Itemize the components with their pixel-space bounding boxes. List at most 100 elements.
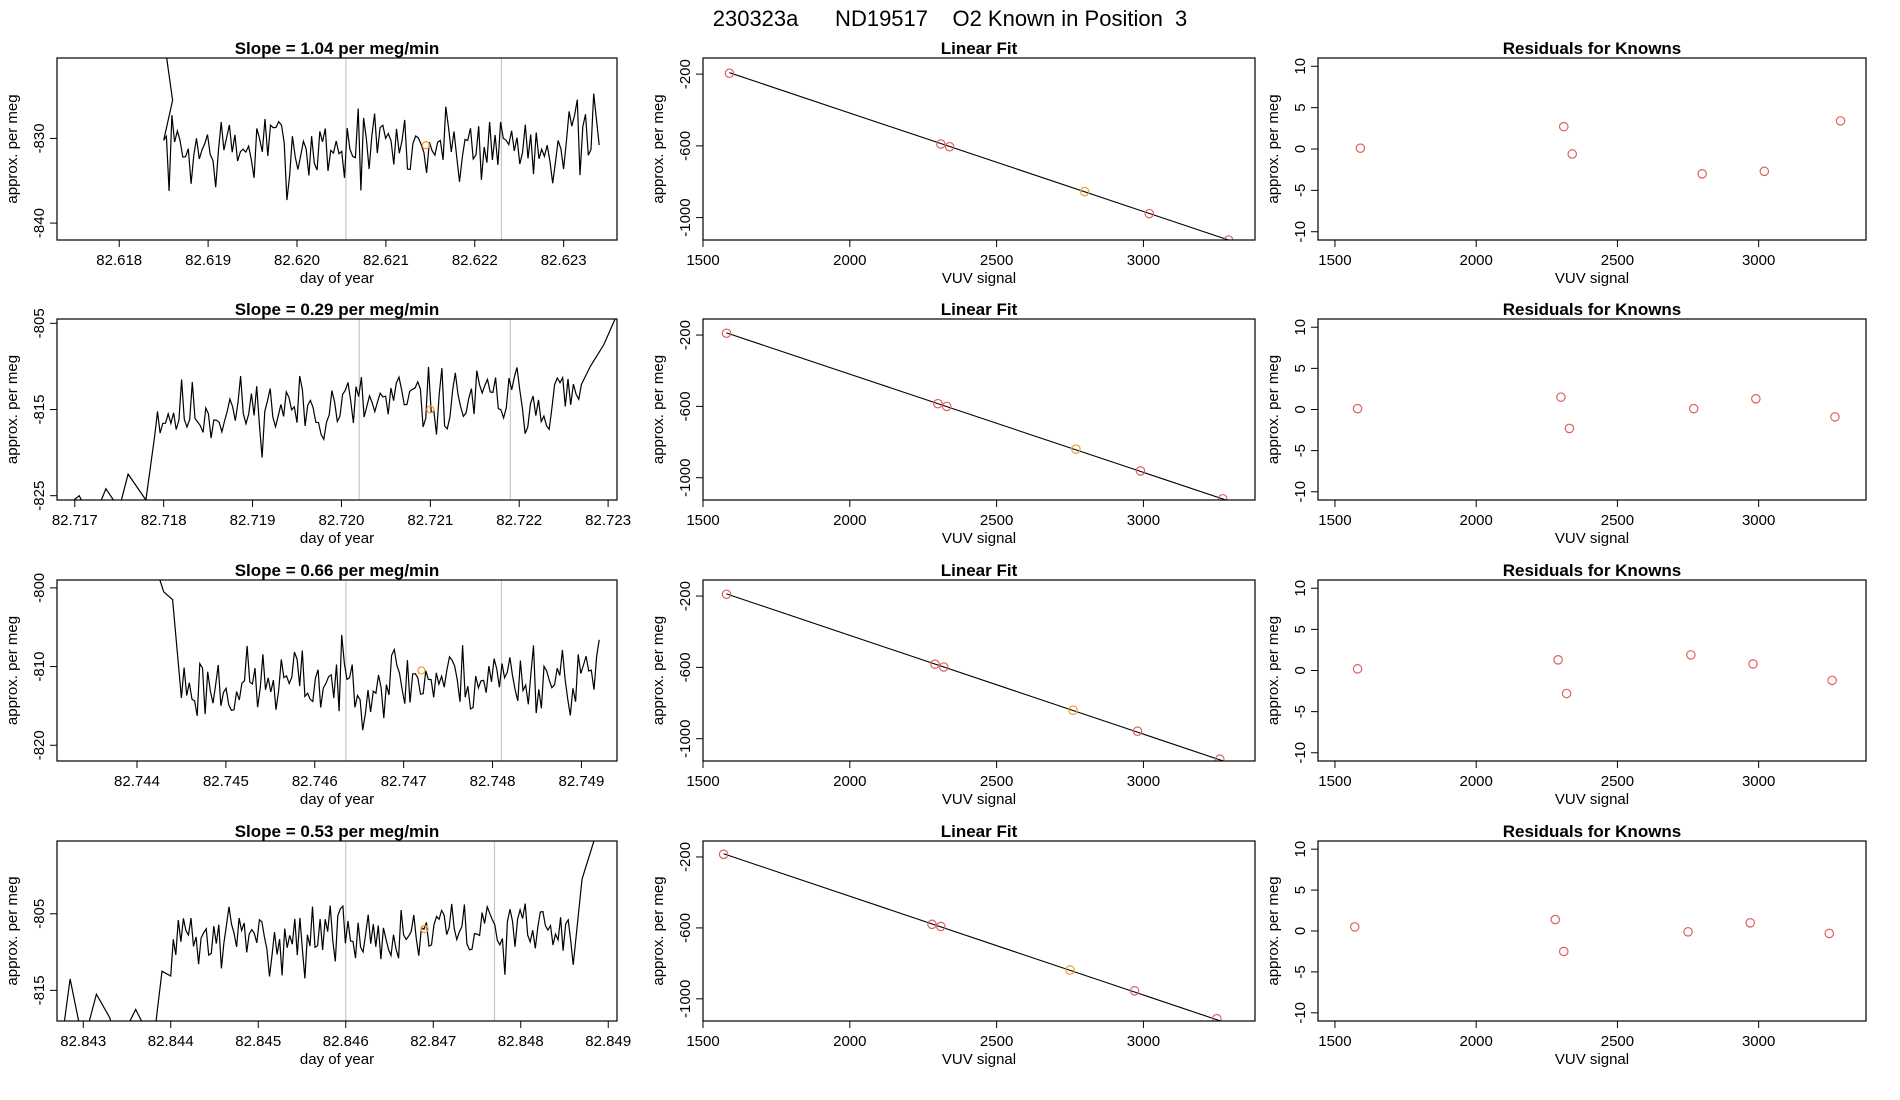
panel-title: Linear Fit: [941, 39, 1018, 58]
y-tick-label: -600: [677, 652, 694, 682]
x-tick-label: 82.619: [185, 252, 231, 269]
data-point: [724, 68, 735, 79]
y-tick-label: -600: [677, 391, 694, 421]
data-point: [1683, 927, 1693, 937]
y-tick-label: -600: [677, 913, 694, 943]
y-tick-label: -200: [677, 842, 694, 872]
x-tick-label: 82.844: [148, 1033, 194, 1050]
x-axis-label: VUV signal: [942, 1051, 1016, 1068]
y-tick-label: 10: [1292, 580, 1309, 597]
plot-frame: [1317, 57, 1867, 241]
y-axis-label: approx. per meg: [1265, 355, 1282, 464]
y-tick-label: -810: [31, 652, 48, 682]
plot-frame: [702, 579, 1256, 762]
chart-panel-r3-c0: Slope = 0.53 per meg/min 82.843 82.844 82.8…: [4, 822, 631, 1068]
x-tick-label: 82.749: [558, 773, 604, 790]
x-axis-label: VUV signal: [1555, 530, 1629, 547]
data-point: [1355, 143, 1366, 153]
x-axis-label: VUV signal: [1555, 791, 1629, 808]
plot-frame: [702, 840, 1256, 1022]
data-point: [938, 662, 949, 672]
data-point: [1558, 946, 1569, 957]
panel-title: Linear Fit: [941, 300, 1018, 319]
y-axis-label: approx. per meg: [650, 616, 667, 725]
x-tick-label: 82.719: [230, 512, 276, 529]
x-axis-label: day of year: [300, 1051, 374, 1068]
x-tick-label: 82.848: [498, 1033, 544, 1050]
data-point: [1144, 208, 1155, 219]
x-tick-label: 2000: [1459, 773, 1492, 790]
x-tick-label: 3000: [1742, 252, 1775, 269]
highlight-point: [1071, 444, 1081, 454]
x-tick-label: 1500: [1318, 252, 1351, 269]
plot-data: [63, 841, 595, 1021]
highlight-point: [421, 141, 431, 150]
x-tick-label: 82.847: [410, 1033, 456, 1050]
chart-panel-r3-c2: Residuals for Knowns 1500 2000 2500 3000 10 5 0…: [1265, 822, 1867, 1068]
chart-panel-r0-c1: Linear Fit 1500 2000 2500 3000 -200 -600 -1000 V…: [650, 39, 1256, 287]
panel-title: Linear Fit: [941, 822, 1018, 841]
data-point: [944, 141, 955, 152]
plot-data: [1352, 650, 1837, 699]
fit-line: [726, 332, 1228, 500]
data-point: [1745, 918, 1755, 928]
fit-line: [723, 853, 1223, 1021]
data-point: [721, 589, 732, 600]
highlight-point: [1079, 186, 1090, 197]
y-tick-label: -10: [1292, 1002, 1309, 1024]
y-axis-label: approx. per meg: [650, 355, 667, 464]
data-point: [933, 398, 943, 409]
y-tick-label: -1000: [677, 459, 694, 497]
data-point: [1217, 493, 1228, 500]
x-tick-label: 82.717: [52, 512, 98, 529]
x-axis-label: day of year: [300, 791, 374, 808]
data-point: [1212, 1013, 1222, 1021]
y-axis-label: approx. per meg: [650, 876, 667, 985]
data-point: [1352, 664, 1363, 674]
x-tick-label: 82.846: [323, 1033, 369, 1050]
panel-title: Residuals for Knowns: [1503, 39, 1682, 58]
plot-data: [724, 68, 1234, 240]
x-tick-label: 3000: [1127, 1033, 1160, 1050]
y-tick-label: -5: [1292, 444, 1309, 457]
y-tick-label: -10: [1292, 221, 1309, 243]
x-tick-label: 2500: [980, 773, 1013, 790]
y-tick-label: 10: [1292, 319, 1309, 336]
data-point: [1561, 688, 1572, 699]
data-point: [1759, 166, 1770, 177]
chart-panel-r0-c0: Slope = 1.04 per meg/min 82.618 82.619 82.6…: [4, 39, 618, 287]
y-axis-label: approx. per meg: [4, 94, 21, 203]
series-line: [159, 580, 600, 731]
x-tick-label: 82.745: [203, 773, 249, 790]
data-point: [1830, 412, 1840, 422]
data-point: [1567, 149, 1578, 159]
x-tick-label: 82.622: [452, 252, 498, 269]
panel-title: Residuals for Knowns: [1503, 822, 1682, 841]
x-tick-label: 2000: [1459, 252, 1492, 269]
x-axis-label: VUV signal: [1555, 270, 1629, 287]
chart-panel-r1-c1: Linear Fit 1500 2000 2500 3000 -200 -600 -1000 V…: [650, 300, 1256, 547]
plot-frame: [1317, 318, 1867, 501]
y-tick-label: -5: [1292, 965, 1309, 978]
highlight-point: [1065, 965, 1075, 975]
x-axis-label: VUV signal: [942, 530, 1016, 547]
y-tick-label: -830: [31, 123, 48, 153]
y-tick-label: 5: [1292, 364, 1309, 372]
y-tick-label: 5: [1292, 103, 1309, 111]
x-tick-label: 2500: [1601, 773, 1634, 790]
y-tick-label: -820: [31, 730, 48, 760]
data-point: [1748, 659, 1758, 669]
data-point: [1824, 928, 1835, 939]
y-tick-label: -800: [31, 573, 48, 603]
panel-title: Slope = 0.29 per meg/min: [235, 300, 440, 319]
chart-panel-r2-c0: Slope = 0.66 per meg/min 82.744 82.745 82.7…: [4, 561, 618, 808]
y-tick-label: -10: [1292, 742, 1309, 764]
panel-title: Slope = 1.04 per meg/min: [235, 39, 440, 58]
x-tick-label: 1500: [1318, 1033, 1351, 1050]
x-axis-label: VUV signal: [942, 791, 1016, 808]
highlight-point: [1068, 705, 1078, 715]
panel-title: Linear Fit: [941, 561, 1018, 580]
fit-line: [726, 593, 1225, 761]
x-tick-label: 82.718: [141, 512, 187, 529]
x-tick-label: 2500: [1601, 252, 1634, 269]
